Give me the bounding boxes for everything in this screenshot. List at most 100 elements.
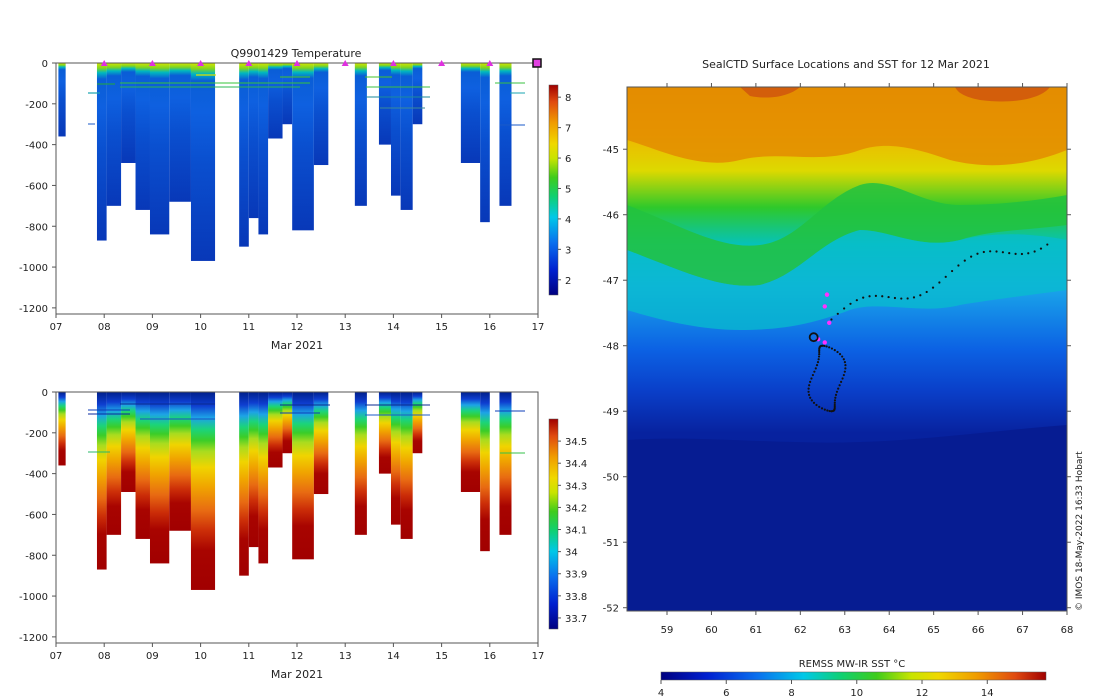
profile-bar xyxy=(390,63,401,196)
colorbar-tick-label: 8 xyxy=(565,93,571,104)
seal-track xyxy=(807,243,1049,413)
profile-bar xyxy=(96,392,107,570)
track-point xyxy=(836,350,839,354)
x-tick-label: 13 xyxy=(339,651,352,662)
profile-bar xyxy=(121,63,136,163)
profile-bar xyxy=(480,63,490,223)
x-tick-label: 09 xyxy=(146,322,159,333)
salinity-x-axis: 07 08 09 10 11 12 13 14 15 16 17 xyxy=(50,643,545,662)
track-point xyxy=(807,387,810,390)
track-point xyxy=(828,346,831,349)
profile-bar xyxy=(378,392,391,474)
profile-bar xyxy=(378,63,391,145)
temperature-y-axis: 0 -200 -400 -600 -800 -1000 -1200 xyxy=(19,59,56,315)
track-point xyxy=(812,401,816,404)
track-point xyxy=(841,355,844,358)
profile-bar xyxy=(400,63,413,210)
x-tick-label: 07 xyxy=(50,322,63,333)
track-point xyxy=(826,409,829,412)
sst-colorbar-tick-label: 4 xyxy=(658,688,664,699)
x-tick-label: 17 xyxy=(532,322,545,333)
track-point xyxy=(919,294,922,297)
sst-colorbar-tick-label: 8 xyxy=(788,688,794,699)
sst-colorbar-label: REMSS MW-IR SST °C xyxy=(799,659,906,670)
track-point xyxy=(843,307,846,310)
track-point xyxy=(842,358,845,361)
track-point xyxy=(938,281,941,284)
profile-bar xyxy=(400,392,413,539)
map-frame xyxy=(626,86,1068,612)
x-tick-label: 16 xyxy=(483,322,496,333)
track-point xyxy=(1027,252,1030,255)
track-point xyxy=(816,361,820,364)
profile-bar xyxy=(169,63,191,202)
lon-tick-label: 64 xyxy=(883,625,896,636)
track-point xyxy=(1001,251,1004,254)
profile-bar xyxy=(96,63,107,241)
track-point xyxy=(807,390,810,393)
lat-tick-label: -51 xyxy=(603,538,619,549)
track-point xyxy=(833,399,837,402)
lon-tick-label: 60 xyxy=(705,625,718,636)
x-tick-label: 10 xyxy=(194,651,207,662)
sst-colorbar-tick-label: 6 xyxy=(723,688,729,699)
track-point xyxy=(843,361,847,364)
track-point xyxy=(881,295,884,298)
sst-colorbar-tick-label: 10 xyxy=(850,688,863,699)
track-point xyxy=(855,299,858,302)
map-title: SealCTD Surface Locations and SST for 12… xyxy=(702,58,990,71)
profile-bar xyxy=(106,392,122,535)
lon-tick-label: 65 xyxy=(927,625,940,636)
track-point xyxy=(823,408,826,411)
colorbar-tick-label: 3 xyxy=(565,245,571,256)
temperature-profiles xyxy=(58,63,512,261)
track-point xyxy=(817,358,820,361)
track-point xyxy=(1033,250,1036,253)
lon-tick-label: 66 xyxy=(972,625,985,636)
temperature-x-axis: 07 08 09 10 11 12 13 14 15 16 17 xyxy=(50,314,545,333)
profile-bar xyxy=(292,63,314,231)
colorbar-tick-label: 34.1 xyxy=(565,526,587,537)
track-point xyxy=(982,250,985,254)
track-point xyxy=(809,380,812,383)
lat-tick-label: -49 xyxy=(603,407,619,418)
track-point xyxy=(887,295,890,299)
track-point xyxy=(874,294,877,297)
profile-bar xyxy=(460,392,481,492)
deep-blue-region xyxy=(627,425,1067,611)
profile-bar xyxy=(135,63,150,210)
x-tick-label: 15 xyxy=(435,322,448,333)
x-tick-label: 07 xyxy=(50,651,63,662)
x-tick-label: 13 xyxy=(339,322,352,333)
colorbar-tick-label: 6 xyxy=(565,154,571,165)
track-point xyxy=(811,373,815,377)
track-point xyxy=(912,296,916,299)
track-point xyxy=(833,405,836,408)
y-tick-label: -1200 xyxy=(19,633,48,644)
track-point xyxy=(925,290,928,294)
track-point xyxy=(828,409,831,413)
profile-marker xyxy=(341,60,349,66)
profile-bar xyxy=(412,63,423,125)
track-point xyxy=(1008,252,1011,255)
profile-bar xyxy=(268,392,283,468)
y-tick-label: -1000 xyxy=(19,592,48,603)
track-point xyxy=(836,312,839,315)
x-tick-label: 16 xyxy=(483,651,496,662)
track-point xyxy=(1046,243,1049,246)
colorbar-tick-label: 34 xyxy=(565,548,578,559)
track-point xyxy=(970,255,973,258)
profile-marker xyxy=(245,60,253,66)
track-point xyxy=(834,396,837,399)
profile-bar xyxy=(460,63,481,163)
x-tick-label: 17 xyxy=(532,651,545,662)
lon-tick-label: 59 xyxy=(661,625,674,636)
track-point xyxy=(893,296,897,300)
current-time-marker xyxy=(532,58,542,68)
track-point xyxy=(842,373,845,377)
track-point xyxy=(814,367,817,370)
y-tick-label: -1200 xyxy=(19,304,48,315)
profile-bar xyxy=(282,392,293,454)
temperature-title: Q9901429 Temperature xyxy=(231,47,362,60)
